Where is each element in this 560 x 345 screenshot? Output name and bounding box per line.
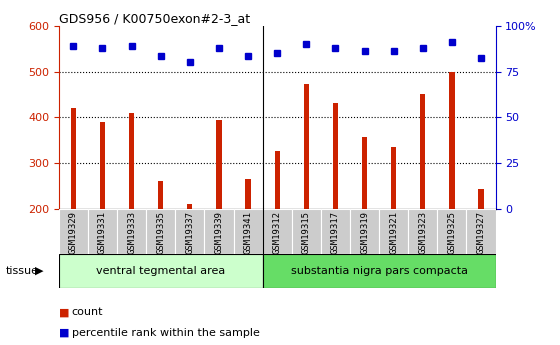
Bar — [158, 181, 164, 209]
Text: GSM19325: GSM19325 — [447, 211, 456, 254]
Bar — [466, 209, 496, 254]
Bar — [350, 209, 379, 254]
Bar — [263, 254, 496, 288]
Bar — [478, 189, 484, 209]
Text: GSM19335: GSM19335 — [156, 211, 165, 254]
Bar — [71, 108, 76, 209]
Bar — [379, 209, 408, 254]
Text: ■: ■ — [59, 328, 69, 338]
Bar — [59, 209, 88, 254]
Text: ▶: ▶ — [35, 266, 44, 276]
Bar — [187, 204, 193, 209]
Bar — [100, 122, 105, 209]
Bar — [420, 95, 426, 209]
Text: tissue: tissue — [6, 266, 39, 276]
Text: GSM19329: GSM19329 — [69, 211, 78, 254]
Text: GDS956 / K00750exon#2-3_at: GDS956 / K00750exon#2-3_at — [59, 12, 250, 25]
Bar — [292, 209, 321, 254]
Bar — [245, 179, 251, 209]
Text: substantia nigra pars compacta: substantia nigra pars compacta — [291, 266, 468, 276]
Bar — [204, 209, 234, 254]
Bar — [59, 254, 263, 288]
Text: GSM19319: GSM19319 — [360, 211, 369, 254]
Text: count: count — [72, 307, 103, 317]
Text: ventral tegmental area: ventral tegmental area — [96, 266, 225, 276]
Text: GSM19333: GSM19333 — [127, 211, 136, 254]
Bar — [146, 209, 175, 254]
Text: GSM19321: GSM19321 — [389, 211, 398, 254]
Bar — [304, 85, 309, 209]
Bar — [321, 209, 350, 254]
Bar — [391, 147, 396, 209]
Bar — [449, 71, 455, 209]
Bar — [263, 209, 292, 254]
Text: GSM19317: GSM19317 — [331, 211, 340, 254]
Text: GSM19327: GSM19327 — [477, 211, 486, 254]
Text: GSM19315: GSM19315 — [302, 211, 311, 254]
Text: GSM19331: GSM19331 — [98, 211, 107, 254]
Bar — [362, 137, 367, 209]
Text: percentile rank within the sample: percentile rank within the sample — [72, 328, 259, 338]
Text: GSM19323: GSM19323 — [418, 211, 427, 254]
Text: ■: ■ — [59, 307, 69, 317]
Bar — [175, 209, 204, 254]
Bar — [437, 209, 466, 254]
Text: GSM19339: GSM19339 — [214, 211, 223, 254]
Bar — [117, 209, 146, 254]
Text: GSM19341: GSM19341 — [244, 211, 253, 254]
Bar — [234, 209, 263, 254]
Bar — [88, 209, 117, 254]
Bar — [408, 209, 437, 254]
Bar — [274, 151, 280, 209]
Text: GSM19312: GSM19312 — [273, 211, 282, 254]
Bar — [216, 120, 222, 209]
Text: GSM19337: GSM19337 — [185, 211, 194, 254]
Bar — [129, 113, 134, 209]
Bar — [333, 103, 338, 209]
